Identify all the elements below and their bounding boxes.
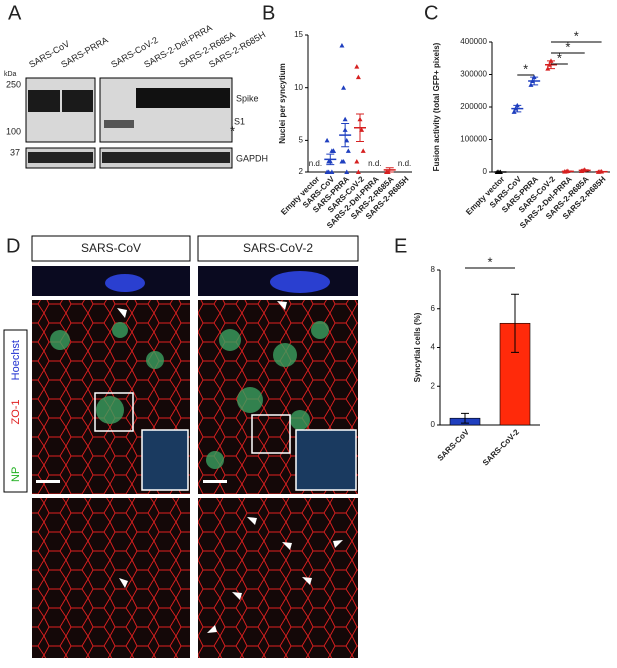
data-point <box>356 75 361 80</box>
y-tick-label: 100000 <box>460 135 487 144</box>
y-tick-label: 6 <box>431 304 436 313</box>
significance-label: * <box>487 254 492 269</box>
stain-label: Hoechst <box>10 340 22 380</box>
stain-label: NP <box>10 467 22 482</box>
band-label: GAPDH <box>236 153 268 163</box>
column-label: SARS-CoV-2 <box>243 241 313 255</box>
value-label: n.d. <box>398 159 411 168</box>
y-tick-label: 4 <box>431 343 436 352</box>
y-tick-label: 2 <box>431 381 436 390</box>
y-tick-label: 15 <box>294 30 303 39</box>
data-point <box>325 138 330 143</box>
y-tick-label: 0 <box>431 420 436 429</box>
panel-letter: D <box>6 235 20 257</box>
value-label: n.d. <box>309 159 322 168</box>
band-label: * <box>230 123 235 138</box>
value-label: n.d. <box>368 159 381 168</box>
band-label: S1 <box>234 116 245 126</box>
zoom-inset <box>142 430 188 490</box>
y-tick-label: 10 <box>294 83 303 92</box>
zoom-inset <box>296 430 356 490</box>
marker-label: 100 <box>6 126 21 136</box>
band <box>104 120 134 128</box>
y-tick-label: 200000 <box>460 102 487 111</box>
marker-label: 250 <box>6 79 21 89</box>
micrograph-image <box>32 498 190 658</box>
data-point <box>354 159 359 164</box>
y-axis-label: Syncytial cells (%) <box>413 312 422 382</box>
band <box>28 152 93 163</box>
panel-letter: E <box>394 235 407 257</box>
panel-letter: B <box>262 2 275 24</box>
significance-label: * <box>574 28 579 43</box>
band <box>28 90 60 112</box>
band <box>136 88 230 108</box>
data-point <box>354 64 359 69</box>
data-point <box>341 85 346 90</box>
micrograph-image <box>198 498 358 658</box>
y-axis-label: Nuclei per syncytium <box>278 63 287 143</box>
column-label: SARS-CoV <box>81 241 141 255</box>
y-tick-label: 300000 <box>460 70 487 79</box>
scale-bar <box>36 480 60 483</box>
data-point <box>343 117 348 122</box>
data-point <box>361 148 366 153</box>
stain-label: ZO-1 <box>10 399 22 424</box>
western-blot: SARS-CoV SARS-PRRA SARS-CoV-2 SARS-2-Del… <box>4 23 268 168</box>
y-tick-label: 400000 <box>460 37 487 46</box>
y-axis-label: Fusion activity (total GFP+ pixels) <box>432 42 441 171</box>
unit-label: kDa <box>4 71 17 78</box>
x-tick-label: SARS-CoV-2 <box>481 427 521 467</box>
marker-label: 37 <box>10 147 20 157</box>
nucleus <box>105 274 145 292</box>
y-tick-label: 8 <box>431 265 436 274</box>
panel-letter: C <box>424 2 438 24</box>
y-tick-label: 0 <box>483 167 488 176</box>
scale-bar <box>203 480 227 483</box>
x-tick-label: SARS-CoV <box>436 427 472 463</box>
nucleus <box>270 271 330 293</box>
band <box>102 152 230 163</box>
data-point <box>339 43 344 48</box>
y-tick-label: 2 <box>299 167 304 176</box>
panel-letter: A <box>8 2 22 24</box>
y-tick-label: 5 <box>299 135 304 144</box>
blot-membrane <box>100 78 232 142</box>
micrograph-panel: SARS-CoV SARS-CoV-2 Hoechst ZO-1 NP <box>4 236 358 658</box>
error-bar <box>564 171 572 172</box>
band <box>62 90 93 112</box>
significance-label: * <box>523 61 528 76</box>
data-point <box>346 148 351 153</box>
band-label: Spike <box>236 93 259 103</box>
